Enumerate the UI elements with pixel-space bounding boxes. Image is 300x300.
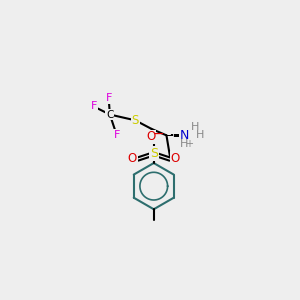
Text: F: F [106,93,112,103]
Text: −: − [153,127,165,140]
Text: O: O [146,130,156,143]
Text: O: O [170,152,180,165]
Text: C: C [106,110,113,119]
Text: +: + [185,139,193,149]
Text: S: S [132,114,139,127]
Text: H: H [196,130,204,140]
Text: S: S [150,147,158,160]
Text: O: O [128,152,137,165]
Text: H: H [190,122,199,132]
Text: F: F [114,130,120,140]
Text: H: H [180,139,188,149]
Text: N: N [180,129,190,142]
Text: F: F [91,101,97,112]
